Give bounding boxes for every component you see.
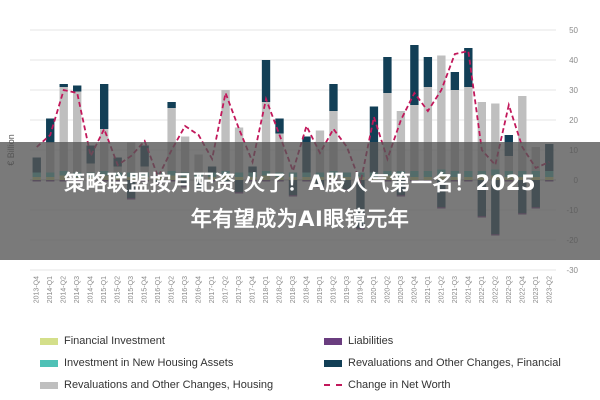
y-tick-label: 30 <box>569 86 578 95</box>
x-tick-label: 2019-Q2 <box>330 276 337 303</box>
y-tick-label: 20 <box>569 116 578 125</box>
bar-revaluations-and-other-changes-financial-2016-Q2 <box>167 102 176 108</box>
x-tick-label: 2015-Q2 <box>115 276 122 303</box>
legend-swatch-financial-investment <box>40 337 58 345</box>
legend-label: Change in Net Worth <box>348 379 451 391</box>
bar-revaluations-and-other-changes-financial-2014-Q3 <box>73 85 82 92</box>
bar-revaluations-and-other-changes-housing-2019-Q2 <box>329 111 338 171</box>
x-tick-label: 2020-Q2 <box>384 276 391 303</box>
legend-label: Revaluations and Other Changes, Housing <box>64 379 274 391</box>
bar-revaluations-and-other-changes-financial-2019-Q2 <box>329 84 338 111</box>
x-tick-label: 2018-Q1 <box>263 276 270 303</box>
bar-revaluations-and-other-changes-financial-2020-Q2 <box>383 57 392 93</box>
legend-swatch-revaluations-housing <box>40 381 58 389</box>
legend-label: Financial Investment <box>64 335 165 347</box>
bar-revaluations-and-other-changes-financial-2018-Q1 <box>261 60 271 102</box>
legend-swatch-revaluations-financial <box>324 359 342 367</box>
x-tick-label: 2016-Q3 <box>182 276 189 303</box>
chart-legend: Financial Investment Liabilities Investm… <box>40 334 580 394</box>
bar-revaluations-and-other-changes-financial-2021-Q4 <box>464 48 473 87</box>
x-tick-labels: 2013-Q4 2014-Q1 2014-Q2 2014-Q3 2014-Q4 2015-… <box>34 276 554 303</box>
x-tick-label: 2018-Q2 <box>277 276 284 303</box>
x-tick-label: 2022-Q1 <box>479 276 486 303</box>
legend-item-revaluations-financial: Revaluations and Other Changes, Financia… <box>324 356 580 370</box>
legend-label: Liabilities <box>348 335 394 347</box>
x-tick-label: 2017-Q3 <box>236 276 243 303</box>
y-tick-label: -30 <box>566 266 578 275</box>
legend-label: Investment in New Housing Assets <box>64 357 234 369</box>
bar-revaluations-and-other-changes-housing-2021-Q1 <box>423 87 433 171</box>
x-tick-label: 2023-Q1 <box>533 276 540 303</box>
legend-item-investment-housing: Investment in New Housing Assets <box>40 356 324 370</box>
bar-revaluations-and-other-changes-housing-2022-Q4 <box>518 96 527 171</box>
headline-line-1: 策略联盟按月配资 火了！A股人气第一名！2025 <box>63 171 536 195</box>
bar-revaluations-and-other-changes-housing-2018-Q1 <box>261 102 271 171</box>
x-tick-label: 2020-Q3 <box>398 276 405 303</box>
x-tick-label: 2017-Q4 <box>250 276 257 303</box>
x-tick-label: 2022-Q4 <box>519 276 526 303</box>
legend-swatch-investment-housing <box>40 359 58 367</box>
x-tick-label: 2014-Q4 <box>88 276 95 303</box>
legend-item-financial-investment: Financial Investment <box>40 334 324 348</box>
x-tick-label: 2022-Q2 <box>492 276 499 303</box>
x-tick-label: 2015-Q4 <box>142 276 149 303</box>
x-tick-label: 2020-Q1 <box>371 276 378 303</box>
bar-revaluations-and-other-changes-financial-2014-Q1 <box>46 118 55 143</box>
y-tick-label: 50 <box>569 26 578 35</box>
headline-banner[interactable]: 策略联盟按月配资 火了！A股人气第一名！2025 年有望成为AI眼镜元年 <box>0 142 600 260</box>
x-tick-label: 2014-Q3 <box>74 276 81 303</box>
bar-revaluations-and-other-changes-housing-2021-Q2 <box>437 55 446 170</box>
bar-revaluations-and-other-changes-housing-2021-Q4 <box>464 87 473 171</box>
x-tick-label: 2022-Q3 <box>506 276 513 303</box>
x-tick-label: 2014-Q2 <box>61 276 68 303</box>
x-tick-label: 2021-Q1 <box>425 276 432 303</box>
legend-item-liabilities: Liabilities <box>324 334 580 348</box>
x-tick-label: 2021-Q3 <box>452 276 459 303</box>
x-tick-label: 2019-Q4 <box>357 276 364 303</box>
x-tick-label: 2013-Q4 <box>34 276 41 303</box>
legend-dash-net-worth <box>324 384 342 386</box>
x-tick-label: 2014-Q1 <box>47 276 54 303</box>
bar-revaluations-and-other-changes-housing-2022-Q2 <box>491 103 500 170</box>
bar-revaluations-and-other-changes-financial-2015-Q1 <box>99 84 109 129</box>
bar-revaluations-and-other-changes-housing-2020-Q4 <box>410 105 419 171</box>
x-tick-label: 2017-Q2 <box>223 276 230 303</box>
x-tick-label: 2021-Q4 <box>465 276 472 303</box>
x-tick-label: 2016-Q4 <box>196 276 203 303</box>
bar-revaluations-and-other-changes-housing-2014-Q2 <box>59 87 68 171</box>
bar-revaluations-and-other-changes-financial-2021-Q3 <box>450 72 460 90</box>
bar-revaluations-and-other-changes-financial-2020-Q1 <box>369 106 379 173</box>
x-tick-label: 2021-Q2 <box>438 276 445 303</box>
bar-revaluations-and-other-changes-financial-2014-Q2 <box>59 84 68 87</box>
x-tick-label: 2015-Q3 <box>128 276 135 303</box>
bar-revaluations-and-other-changes-financial-2018-Q2 <box>275 118 284 134</box>
x-tick-label: 2016-Q2 <box>169 276 176 303</box>
legend-label: Revaluations and Other Changes, Financia… <box>348 357 561 369</box>
legend-item-revaluations-housing: Revaluations and Other Changes, Housing <box>40 378 324 392</box>
x-tick-label: 2019-Q1 <box>317 276 324 303</box>
x-tick-label: 2018-Q4 <box>303 276 310 303</box>
x-tick-label: 2015-Q1 <box>101 276 108 303</box>
x-tick-label: 2023-Q2 <box>546 276 553 303</box>
x-tick-label: 2016-Q1 <box>155 276 162 303</box>
x-tick-label: 2019-Q3 <box>344 276 351 303</box>
bar-revaluations-and-other-changes-housing-2014-Q3 <box>73 91 82 173</box>
bar-revaluations-and-other-changes-housing-2020-Q3 <box>396 111 406 171</box>
bar-revaluations-and-other-changes-financial-2020-Q4 <box>410 45 419 105</box>
bar-revaluations-and-other-changes-housing-2022-Q1 <box>477 102 487 171</box>
legend-item-net-worth: Change in Net Worth <box>324 378 580 392</box>
legend-swatch-liabilities <box>324 337 342 345</box>
y-tick-label: 40 <box>569 56 578 65</box>
bar-revaluations-and-other-changes-housing-2020-Q2 <box>383 93 392 171</box>
x-tick-label: 2017-Q1 <box>209 276 216 303</box>
x-tick-label: 2018-Q3 <box>290 276 297 303</box>
bar-revaluations-and-other-changes-financial-2021-Q1 <box>423 57 433 87</box>
bar-revaluations-and-other-changes-housing-2016-Q2 <box>167 108 176 171</box>
headline-line-2: 年有望成为AI眼镜元年 <box>190 207 410 231</box>
bar-revaluations-and-other-changes-housing-2021-Q3 <box>450 90 460 171</box>
x-tick-label: 2020-Q4 <box>411 276 418 303</box>
bar-revaluations-and-other-changes-housing-2017-Q2 <box>221 90 230 171</box>
